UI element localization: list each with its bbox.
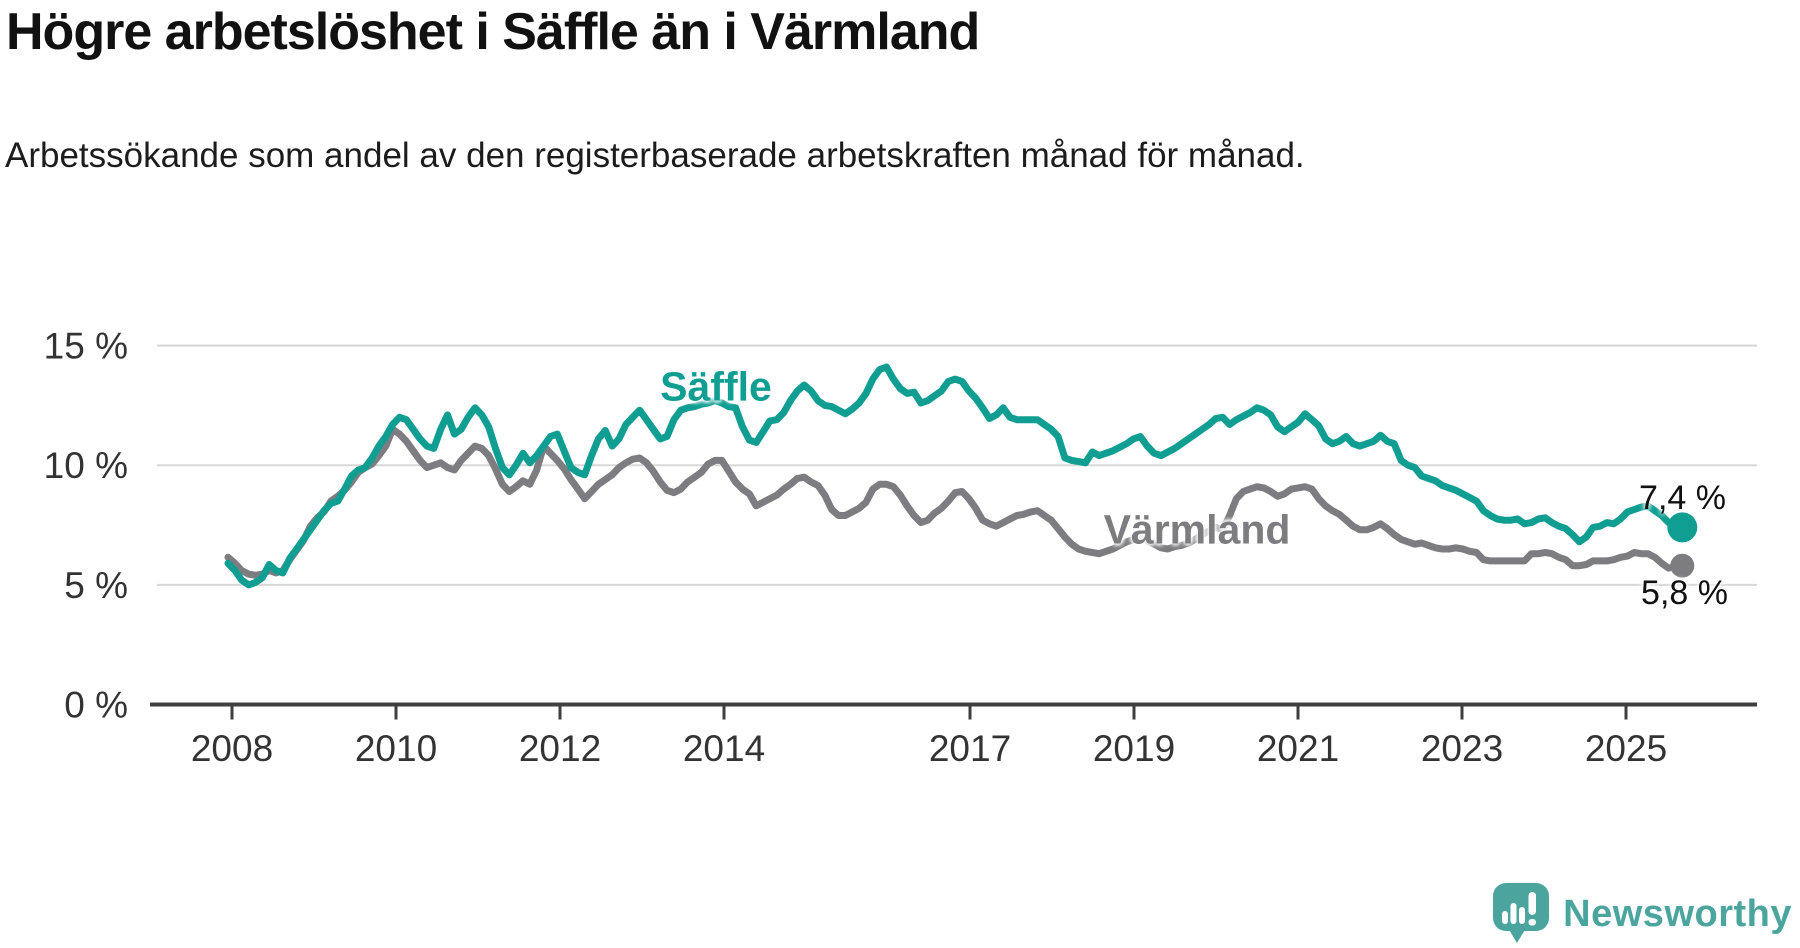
x-tick-label: 2017 xyxy=(929,728,1011,769)
x-tick-label: 2008 xyxy=(191,728,273,769)
x-tick-label: 2021 xyxy=(1257,728,1339,769)
y-tick-label: 15 % xyxy=(44,326,128,367)
x-tick-label: 2014 xyxy=(683,728,765,769)
x-tick-label: 2025 xyxy=(1585,728,1667,769)
end-dot-Säffle xyxy=(1667,512,1698,543)
end-dot-Värmland xyxy=(1670,553,1695,578)
x-axis-ticks: 2008 2010 2012 2014 2017 2019 2021 2023 2025 xyxy=(191,706,1667,769)
y-tick-label: 0 % xyxy=(64,685,128,726)
x-tick-label: 2019 xyxy=(1093,728,1175,769)
chart-subtitle: Arbetssökande som andel av den registerb… xyxy=(5,136,1305,175)
series-label-varmland: Värmland xyxy=(1103,506,1291,553)
page-title: Högre arbetslöshet i Säffle än i Värmlan… xyxy=(6,3,980,61)
end-value-saffle: 7,4 % xyxy=(1639,479,1726,517)
x-tick-label: 2012 xyxy=(519,728,601,769)
y-axis-labels: 0 % 5 % 10 % 15 % xyxy=(44,326,128,726)
y-tick-label: 5 % xyxy=(64,565,128,606)
x-tick-label: 2023 xyxy=(1421,728,1503,769)
newsworthy-brand: Newsworthy xyxy=(1493,882,1792,946)
newsworthy-logo-icon xyxy=(1493,883,1550,943)
x-tick-label: 2010 xyxy=(355,728,437,769)
line-Säffle xyxy=(224,363,1686,589)
brand-name: Newsworthy xyxy=(1563,892,1792,935)
line-Värmland xyxy=(224,425,1686,579)
series-label-saffle: Säffle xyxy=(660,363,772,410)
end-value-varmland: 5,8 % xyxy=(1641,574,1728,612)
y-tick-label: 10 % xyxy=(44,445,128,486)
